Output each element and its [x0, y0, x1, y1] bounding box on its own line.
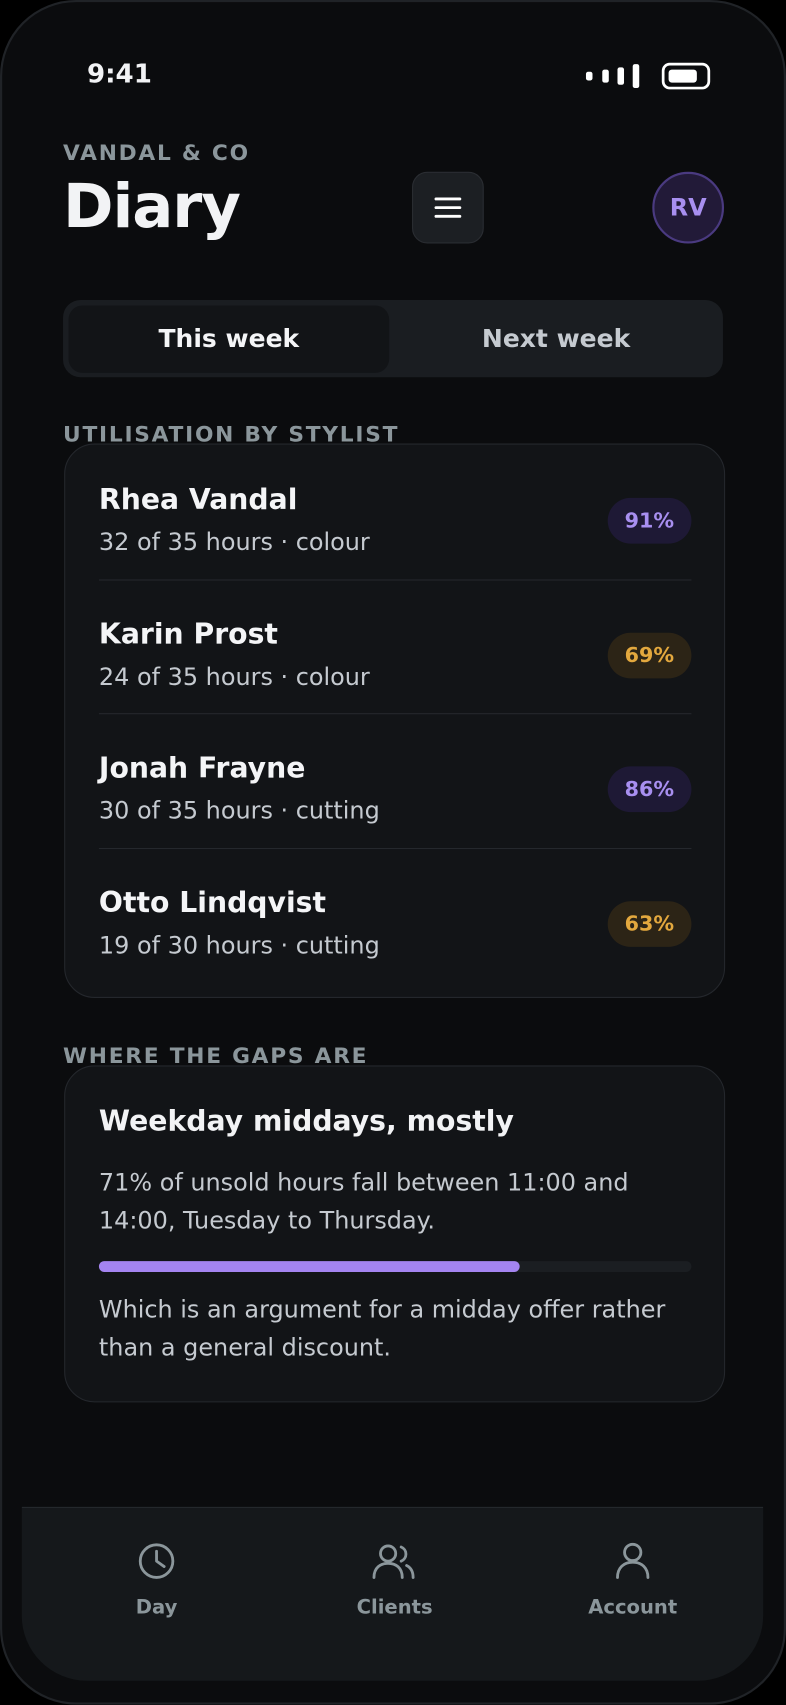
nav-item[interactable]: Clients [356, 1595, 433, 1619]
stylist-name: Otto Lindqvist [98, 886, 326, 920]
stylist-detail: 32 of 35 hours · colour [98, 529, 370, 557]
section-heading: UTILISATION BY STYLIST [63, 420, 400, 447]
stylist-name: Jonah Frayne [98, 752, 306, 785]
tab[interactable]: This week [68, 305, 390, 373]
avatar[interactable]: RV [652, 171, 725, 244]
gaps-body: 71% of unsold hours fall between 11:00 a… [98, 1169, 629, 1235]
utilisation-badge: 69% [607, 632, 692, 678]
status-icons [585, 62, 711, 90]
bottom-nav [21, 1506, 764, 1681]
segmented-control: This week Next week [63, 300, 723, 378]
stylist-name: Karin Prost [98, 618, 278, 651]
status-time: 9:41 [86, 58, 152, 90]
divider [98, 713, 692, 715]
gaps-title: Weekday middays, mostly [98, 1105, 514, 1139]
nav-icons [138, 1542, 650, 1579]
stylist-detail: 30 of 35 hours · cutting [98, 797, 380, 826]
menu-icon [434, 197, 462, 218]
divider [98, 578, 692, 580]
stylist-detail: 19 of 30 hours · cutting [98, 932, 380, 960]
gaps-card: Weekday middays, mostly 71% of unsold ho… [64, 1065, 726, 1403]
stylist-detail: 24 of 35 hours · colour [98, 663, 370, 691]
gaps-note: Which is an argument for a midday offer … [98, 1296, 666, 1363]
tab[interactable]: Next week [481, 325, 631, 354]
nav-item[interactable]: Account [588, 1595, 678, 1619]
progress-track [98, 1261, 692, 1272]
utilisation-badge: 91% [607, 497, 692, 544]
utilisation-card: Rhea Vandal 32 of 35 hours · colour 91% Kar… [64, 443, 726, 998]
nav-item[interactable]: Day [135, 1595, 178, 1619]
brand: VANDAL & CO [63, 139, 250, 166]
divider [98, 847, 692, 849]
progress-fill [98, 1261, 520, 1272]
menu-button[interactable] [412, 171, 484, 244]
section-heading: WHERE THE GAPS ARE [63, 1042, 369, 1069]
utilisation-badge: 63% [607, 900, 692, 947]
stylist-name: Rhea Vandal [98, 483, 298, 517]
page-title: Diary [63, 171, 241, 243]
utilisation-badge: 86% [607, 766, 692, 813]
